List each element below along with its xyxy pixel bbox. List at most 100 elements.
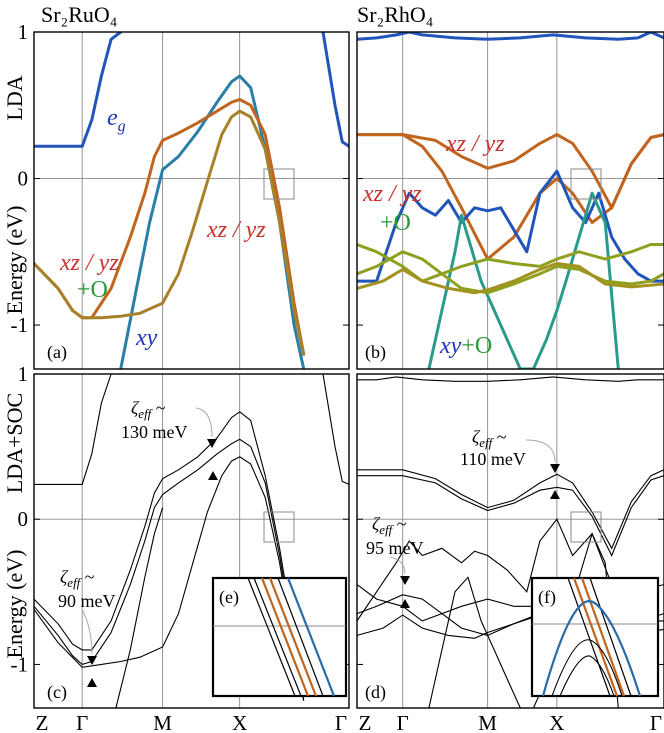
band-o1 (357, 243, 664, 283)
band-eg2 (321, 32, 349, 148)
xtick-label: M (153, 711, 172, 733)
inset-e-line-2 (253, 577, 302, 697)
ann-xy-a: xy (135, 325, 158, 351)
band-c4 (34, 438, 305, 701)
zeta-rh-top-value: 110 meV (460, 449, 526, 469)
xtick-label: X (232, 711, 247, 733)
zeta-ru-bot-sub: eff (67, 575, 82, 590)
ann-eg-main: e (107, 105, 118, 131)
panel-b (356, 31, 664, 370)
ytick-label: -1 (11, 313, 29, 337)
zeta-rh-bot: ζeff ~ 95 meV (366, 514, 424, 558)
ytick-label: 0 (18, 507, 29, 531)
band-c3 (34, 411, 305, 694)
zeta-ru-bot-label: ζeff ~ (60, 567, 95, 590)
zoom-box (570, 168, 602, 200)
panel-a: 1 0 -1 (11, 20, 350, 370)
zeta-ru-top-sym: ζ (131, 398, 140, 418)
band-d3 (357, 376, 664, 382)
xtick-label: Γ (397, 711, 409, 733)
band-c5 (34, 456, 305, 701)
inset-e: (e) (211, 576, 348, 698)
band-eg (34, 32, 123, 148)
panel-frame (33, 373, 350, 709)
pointer-curve (82, 610, 93, 655)
ann-xy-b: xy+O (439, 333, 492, 359)
inset-f-line-2 (572, 577, 619, 697)
inset-e-line-4 (268, 577, 318, 697)
band-c1 (34, 374, 112, 485)
panel-letter-a: (a) (47, 342, 67, 363)
zeta-ru-bot-tilde: ~ (80, 567, 95, 587)
zeta-ru-top: ζeff ~ 130 meV (121, 398, 188, 442)
ann-plus-o-a: +O (77, 277, 108, 303)
ann-xzyz-a1: xz / yz (206, 217, 266, 243)
xtick-label: Γ (76, 711, 88, 733)
ann-eg-sub: g (118, 118, 126, 135)
gap-marker-up (400, 599, 410, 608)
title-right: Sr₂RhO₄ (357, 2, 433, 27)
ann-xzyz-b2: xz / yz (362, 181, 422, 207)
zeta-ru-bot-sym: ζ (60, 567, 69, 587)
panel-letter-d: (d) (365, 682, 386, 703)
gap-marker-down (400, 576, 410, 585)
panel-letter-f: (f) (538, 587, 556, 608)
ytick-label: -1 (11, 652, 29, 676)
xtick-label: M (478, 711, 497, 733)
zeta-ru-top-value: 130 meV (121, 422, 188, 442)
zeta-rh-top-sub: eff (479, 435, 494, 450)
ann-eg: eg (107, 105, 126, 135)
zeta-rh-bot-value: 95 meV (366, 538, 424, 558)
inset-f-line-4 (589, 577, 632, 697)
zoom-box (570, 511, 602, 543)
ann-xzyz-a2: xz / yz (59, 250, 119, 276)
xtick-label: X (549, 711, 564, 733)
panel-frame (356, 373, 664, 709)
band-eg_band (357, 169, 664, 283)
gap-marker-down (550, 464, 560, 473)
panel-frame (33, 31, 350, 370)
zeta-ru-bot: ζeff ~ 90 meV (58, 567, 116, 611)
title-left: Sr₂RuO₄ (41, 2, 117, 27)
xtick-label: Z (359, 711, 372, 733)
band-xzyz2 (34, 109, 306, 356)
inset-f-line-5 (541, 600, 642, 697)
ylabel-bottom: Energy (eV) (2, 550, 27, 659)
band-c2 (322, 374, 349, 485)
zeta-ru-top-label: ζeff ~ (131, 398, 166, 421)
zeta-rh-top-tilde: ~ (492, 427, 507, 447)
inset-f: (f) (530, 576, 660, 698)
inset-e-line-5 (277, 577, 324, 697)
inset-f-line-3 (580, 577, 626, 697)
zeta-ru-bot-value: 90 meV (58, 591, 116, 611)
band-xyO (427, 191, 620, 369)
band-d7 (428, 532, 619, 708)
ann-xzyz-b1: xz / yz (445, 131, 505, 157)
ylabel-top: Energy (eV) (2, 206, 27, 315)
band-o2 (357, 250, 664, 295)
band-d2 (357, 475, 664, 557)
ann-plus-o-b: +O (380, 210, 411, 236)
zeta-ru-top-sub: eff (138, 406, 153, 421)
panel-frame (356, 31, 664, 370)
panel-letter-c: (c) (47, 682, 67, 703)
gap-marker-down (207, 439, 217, 448)
zoom-box (263, 168, 295, 200)
xtick-label: Γ (335, 711, 347, 733)
inset-e-line-1 (247, 577, 296, 697)
ytick-label: 1 (18, 362, 29, 386)
row-label-bottom: LDA+SOC (2, 393, 27, 493)
band-eg_top (357, 32, 664, 41)
zeta-rh-bot-label: ζeff ~ (372, 514, 407, 537)
zeta-rh-bot-tilde: ~ (392, 514, 407, 534)
row-label-top: LDA (2, 75, 27, 120)
panel-letter-e: (e) (219, 587, 239, 608)
zeta-rh-top-label: ζeff ~ (472, 427, 507, 450)
pointer-curve (195, 407, 213, 438)
inset-f-line-7 (559, 655, 615, 697)
gap-marker-up (208, 471, 218, 480)
ytick-label: 0 (18, 167, 29, 191)
inset-f-line-1 (567, 577, 611, 697)
